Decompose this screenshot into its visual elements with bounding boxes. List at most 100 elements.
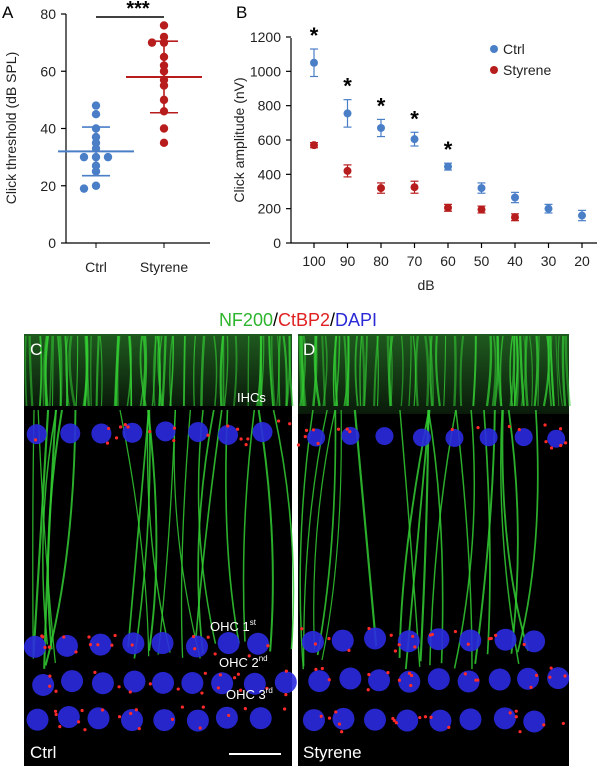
b-x-tick-label: 90 bbox=[340, 253, 356, 269]
dapi-nucleus bbox=[32, 673, 55, 696]
b-x-tick-label: 50 bbox=[474, 253, 490, 269]
nerve-fiber bbox=[58, 335, 63, 407]
dapi-nucleus bbox=[152, 671, 175, 694]
dapi-nucleus bbox=[427, 628, 450, 651]
ctbp2-puncta bbox=[319, 714, 323, 718]
b-y-tick-label: 1200 bbox=[250, 29, 281, 45]
nerve-fiber bbox=[529, 335, 534, 407]
nerve-fiber bbox=[516, 409, 539, 653]
legend-marker-ctrl bbox=[490, 45, 498, 53]
nerve-fiber bbox=[32, 409, 50, 656]
ihcs-label: IHCs bbox=[237, 390, 266, 405]
ctbp2-puncta bbox=[239, 437, 243, 441]
ctbp2-puncta bbox=[54, 712, 58, 717]
dapi-nucleus bbox=[368, 669, 391, 692]
nerve-fiber bbox=[550, 335, 555, 407]
dapi-nucleus bbox=[331, 629, 354, 652]
ctbp2-puncta bbox=[548, 675, 552, 679]
ctbp2-puncta bbox=[429, 715, 433, 719]
b-data-point bbox=[343, 109, 352, 118]
ctbp2-puncta bbox=[200, 691, 204, 695]
dapi-nucleus bbox=[26, 424, 47, 445]
panel-label-a: A bbox=[2, 3, 14, 22]
ctbp2-puncta bbox=[239, 688, 243, 692]
ctbp2-puncta bbox=[83, 728, 87, 732]
nerve-fiber bbox=[428, 335, 435, 407]
nerve-fiber bbox=[343, 335, 348, 407]
ctbp2-puncta bbox=[367, 626, 371, 631]
ctbp2-puncta bbox=[266, 644, 270, 648]
dapi-nucleus bbox=[155, 421, 176, 442]
ctbp2-puncta bbox=[296, 443, 301, 447]
ctbp2-puncta bbox=[283, 707, 287, 711]
ctbp2-puncta bbox=[514, 715, 518, 719]
nerve-fiber bbox=[459, 335, 465, 407]
ctbp2-puncta bbox=[348, 430, 352, 434]
ctbp2-puncta bbox=[48, 674, 52, 678]
nerve-fiber bbox=[557, 335, 563, 407]
b-y-axis-label: Click amplitude (nV) bbox=[231, 77, 247, 202]
panel-label-d: D bbox=[303, 340, 315, 359]
dapi-nucleus bbox=[445, 428, 464, 447]
nerve-fiber bbox=[68, 335, 76, 407]
a-y-tick-label: 20 bbox=[40, 178, 56, 194]
ctbp2-puncta bbox=[176, 687, 180, 691]
stain-ctbp2: CtBP2 bbox=[278, 310, 330, 330]
ctbp2-puncta bbox=[201, 705, 205, 709]
nerve-fiber bbox=[299, 335, 305, 407]
a-y-tick-label: 0 bbox=[48, 235, 56, 251]
dapi-nucleus bbox=[122, 632, 145, 655]
ctbp2-puncta bbox=[243, 707, 247, 711]
dapi-nucleus bbox=[57, 706, 80, 729]
ctbp2-puncta bbox=[489, 636, 493, 641]
ctbp2-puncta bbox=[40, 634, 44, 638]
ctbp2-puncta bbox=[206, 635, 210, 639]
ctbp2-puncta bbox=[476, 426, 480, 430]
ctbp2-puncta bbox=[392, 718, 396, 723]
nerve-fiber bbox=[424, 335, 430, 407]
dapi-nucleus bbox=[363, 708, 386, 731]
ctbp2-puncta bbox=[76, 720, 81, 724]
nerve-fiber bbox=[311, 335, 318, 407]
ctbp2-puncta bbox=[129, 711, 133, 716]
dapi-nucleus bbox=[479, 428, 498, 447]
ohc-2nd-label: OHC 2nd bbox=[219, 654, 268, 670]
ctbp2-puncta bbox=[345, 427, 349, 431]
nerve-fiber bbox=[64, 335, 69, 407]
b-significance-star: * bbox=[377, 93, 386, 118]
nerve-fiber bbox=[200, 335, 206, 407]
dapi-nucleus bbox=[308, 670, 331, 693]
ctbp2-puncta bbox=[410, 673, 414, 678]
ctbp2-puncta bbox=[320, 666, 324, 671]
dapi-nucleus bbox=[87, 707, 110, 730]
dapi-nucleus bbox=[547, 667, 570, 690]
dapi-nucleus bbox=[398, 670, 421, 693]
ctbp2-puncta bbox=[543, 423, 547, 427]
panel-b: B Click amplitude (nV) dB 0 200 400 600 800 1… bbox=[231, 3, 597, 293]
nerve-fiber bbox=[194, 409, 223, 641]
nerve-fiber bbox=[299, 335, 307, 407]
ctbp2-puncta bbox=[118, 425, 123, 429]
a-x-tick-label: Styrene bbox=[140, 259, 188, 275]
b-y-tick-label: 200 bbox=[258, 201, 282, 217]
a-data-point bbox=[79, 184, 89, 193]
dapi-nucleus bbox=[494, 628, 517, 651]
nerve-fiber bbox=[472, 335, 477, 407]
ctbp2-puncta bbox=[517, 428, 521, 432]
b-data-point bbox=[310, 58, 318, 67]
nerve-fiber bbox=[242, 409, 256, 642]
a-data-point bbox=[91, 109, 101, 119]
ctbp2-puncta bbox=[340, 730, 344, 734]
dapi-nucleus bbox=[364, 627, 387, 650]
nerve-fiber bbox=[412, 335, 417, 407]
nerve-fiber bbox=[272, 409, 295, 650]
dapi-nucleus bbox=[26, 708, 49, 731]
ctbp2-puncta bbox=[466, 642, 470, 646]
ctbp2-puncta bbox=[476, 678, 480, 682]
dapi-nucleus bbox=[514, 428, 533, 447]
nerve-fiber bbox=[38, 335, 43, 407]
dapi-nucleus bbox=[493, 707, 516, 730]
a-significance-stars: *** bbox=[126, 0, 150, 20]
ctbp2-puncta bbox=[518, 730, 522, 734]
ctbp2-puncta bbox=[172, 438, 176, 443]
